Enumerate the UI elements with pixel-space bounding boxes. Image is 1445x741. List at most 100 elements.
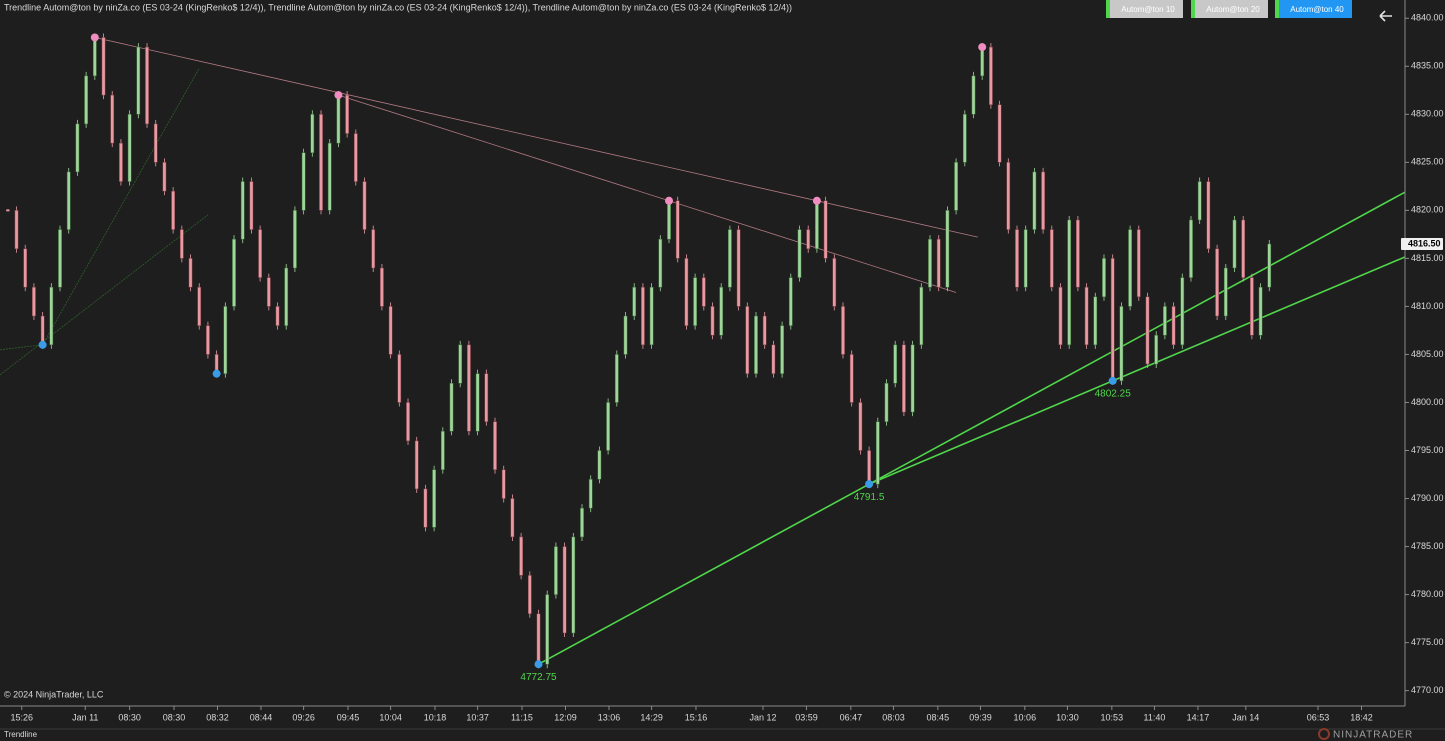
renko-bar <box>806 229 811 250</box>
renko-bar <box>919 286 924 346</box>
y-tick-label: 4820.00 <box>1411 205 1444 215</box>
renko-bar <box>240 181 245 240</box>
renko-bar <box>153 123 158 163</box>
renko-bar <box>614 354 619 403</box>
renko-bar <box>1241 219 1246 278</box>
tab-label[interactable]: Trendline <box>4 730 38 739</box>
logo: NINJATRADER <box>1333 730 1413 741</box>
renko-bar <box>32 286 36 317</box>
renko-bar <box>223 306 228 374</box>
y-tick-label: 4780.00 <box>1411 589 1444 599</box>
renko-bar <box>971 75 976 115</box>
renko-bar <box>780 325 784 374</box>
renko-bar <box>962 114 967 163</box>
swing-low-label: 4791.5 <box>854 492 885 503</box>
toolbar-button[interactable] <box>1106 0 1183 18</box>
renko-bar <box>1110 258 1115 382</box>
y-tick-label: 4840.00 <box>1411 13 1444 23</box>
renko-bar <box>6 209 10 212</box>
renko-bar <box>336 94 341 144</box>
renko-bar <box>66 171 71 230</box>
renko-bar <box>440 431 445 470</box>
renko-bar <box>841 306 845 355</box>
toolbar-button[interactable] <box>1275 0 1352 18</box>
y-tick-label: 4775.00 <box>1411 637 1444 647</box>
renko-bar <box>667 200 671 240</box>
x-tick-label: 08:32 <box>206 712 229 722</box>
renko-bar <box>527 575 532 615</box>
renko-bar <box>1032 171 1037 230</box>
renko-bar <box>179 229 184 259</box>
y-tick-label: 4815.00 <box>1411 253 1444 263</box>
renko-bar <box>1189 219 1193 278</box>
renko-bar <box>23 248 28 288</box>
renko-bar <box>1223 267 1228 317</box>
renko-bar <box>623 315 628 355</box>
renko-bar <box>928 238 932 288</box>
renko-bar <box>1067 219 1072 346</box>
renko-bar <box>258 229 262 278</box>
y-tick-label: 4800.00 <box>1411 397 1444 407</box>
renko-bar <box>823 200 828 259</box>
renko-bar <box>397 354 402 403</box>
back-arrow[interactable] <box>1379 10 1392 22</box>
renko-bar <box>345 94 349 134</box>
renko-bar <box>266 277 271 307</box>
renko-bar <box>1232 219 1237 269</box>
renko-bar <box>554 546 558 595</box>
renko-bar <box>1076 219 1080 288</box>
swing-high <box>334 91 343 100</box>
button-label[interactable]: Autom@ton 10 <box>1121 5 1175 14</box>
renko-bar <box>1084 286 1089 346</box>
x-tick-label: 10:04 <box>379 712 402 722</box>
chart-title: Trendline Autom@ton by ninZa.co (ES 03-2… <box>4 2 792 12</box>
renko-bar <box>136 46 141 115</box>
renko-bar <box>736 229 741 307</box>
renko-bar <box>293 210 297 269</box>
renko-bar <box>519 536 523 576</box>
logo-icon <box>1318 728 1330 740</box>
renko-bar <box>1250 277 1254 336</box>
resistance-line <box>338 94 957 293</box>
x-tick-label: 09:39 <box>969 712 992 722</box>
y-tick-label: 4835.00 <box>1411 61 1444 71</box>
button-indicator <box>1191 0 1195 18</box>
renko-bar <box>867 450 871 485</box>
support-line-faint <box>0 344 43 351</box>
renko-bar <box>58 229 62 288</box>
renko-bar <box>858 402 863 451</box>
swing-low-label: 4772.75 <box>520 672 557 683</box>
support-line-faint <box>42 68 200 346</box>
renko-bar <box>728 229 732 288</box>
x-tick-label: 10:30 <box>1056 712 1079 722</box>
y-tick-label: 4830.00 <box>1411 109 1444 119</box>
button-label[interactable]: Autom@ton 40 <box>1290 5 1344 14</box>
renko-bar <box>206 325 210 355</box>
renko-bar <box>75 123 80 173</box>
renko-bar <box>467 344 471 432</box>
renko-bar <box>989 46 993 105</box>
renko-bar <box>458 344 463 384</box>
renko-bar <box>1041 171 1045 230</box>
renko-bar <box>649 286 654 346</box>
toolbar-button[interactable] <box>1191 0 1268 18</box>
renko-bar <box>1215 248 1219 317</box>
renko-bar <box>188 258 193 288</box>
x-tick-label: 06:53 <box>1307 712 1330 722</box>
renko-bar <box>641 286 645 346</box>
renko-bar <box>1145 296 1150 365</box>
swing-high <box>812 196 821 205</box>
renko-bar <box>902 344 906 413</box>
x-tick-label: 14:29 <box>640 712 663 722</box>
renko-bar <box>797 229 802 278</box>
button-indicator <box>1275 0 1279 18</box>
renko-bar <box>110 94 115 144</box>
renko-bar <box>1154 334 1159 365</box>
renko-bar <box>249 181 254 230</box>
x-tick-label: 09:26 <box>292 712 315 722</box>
renko-bar <box>380 267 384 307</box>
button-label[interactable]: Autom@ton 20 <box>1206 5 1260 14</box>
renko-bar <box>162 162 167 192</box>
renko-bar <box>710 306 715 336</box>
